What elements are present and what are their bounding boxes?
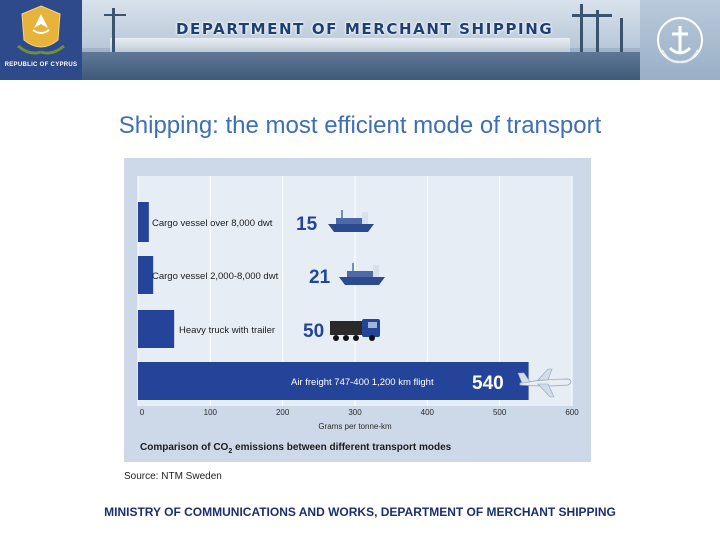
- crane-icon: [104, 14, 126, 16]
- x-tick-label: 400: [421, 408, 435, 417]
- x-axis-ticks: 0 100 200 300 400 500 600: [140, 408, 579, 417]
- source-note: Source: NTM Sweden: [124, 471, 222, 482]
- crane-icon: [572, 14, 612, 17]
- bars: [138, 202, 529, 400]
- caption-subscript: 2: [228, 448, 233, 455]
- bar-category-label: Air freight 747-400 1,200 km flight: [291, 377, 434, 388]
- bar-category-label: Heavy truck with trailer: [179, 325, 275, 336]
- bar-category-label: Cargo vessel over 8,000 dwt: [152, 218, 273, 229]
- banner-ship-photo: [110, 38, 570, 56]
- bar-value-label: 15: [296, 214, 318, 235]
- crane-icon: [112, 8, 115, 52]
- x-tick-label: 500: [493, 408, 507, 417]
- bar-value-label: 540: [472, 373, 504, 394]
- x-tick-label: 0: [140, 408, 145, 417]
- cyprus-emblem: REPUBLIC OF CYPRUS: [0, 0, 82, 80]
- x-tick-label: 600: [565, 408, 579, 417]
- bar: [138, 256, 154, 294]
- header-banner: DEPARTMENT OF MERCHANT SHIPPING REPUBLIC…: [0, 0, 720, 80]
- bar-category-label: Cargo vessel 2,000-8,000 dwt: [152, 271, 279, 282]
- truck-icon: [330, 319, 380, 341]
- bar-value-label: 50: [303, 321, 324, 342]
- airplane-icon: [517, 368, 572, 398]
- co2-emissions-chart: Cargo vessel over 8,000 dwt 15 Cargo vesse…: [137, 176, 579, 431]
- slide-title: Shipping: the most efficient mode of tra…: [118, 112, 602, 139]
- bar: [138, 202, 149, 242]
- anchor-wreath-icon: [657, 17, 703, 64]
- caption-prefix: Comparison of CO: [140, 442, 229, 453]
- x-tick-label: 100: [204, 408, 218, 417]
- cargo-ship-icon: [339, 263, 385, 285]
- chart-panel: Cargo vessel over 8,000 dwt 15 Cargo vesse…: [124, 158, 591, 462]
- bar-icons: [328, 210, 572, 398]
- cargo-ship-icon: [328, 210, 374, 232]
- emblem-label: REPUBLIC OF CYPRUS: [4, 62, 78, 68]
- crane-icon: [620, 18, 623, 54]
- banner-sea: [0, 52, 720, 80]
- merchant-shipping-emblem: [640, 0, 720, 80]
- x-axis-label: Grams per tonne-km: [318, 422, 392, 431]
- bar-value-label: 21: [309, 267, 331, 288]
- x-tick-label: 300: [348, 408, 362, 417]
- caption-suffix: emissions between different transport mo…: [232, 442, 452, 453]
- footer-ministry: MINISTRY OF COMMUNICATIONS AND WORKS, DE…: [104, 505, 616, 519]
- bar-labels: Cargo vessel over 8,000 dwt 15 Cargo vesse…: [152, 214, 504, 394]
- x-tick-label: 200: [276, 408, 290, 417]
- crane-icon: [596, 10, 599, 54]
- cyprus-coat-of-arms-icon: [17, 5, 65, 55]
- chart-caption: Comparison of CO2 emissions between diff…: [140, 442, 451, 455]
- bar: [138, 362, 529, 400]
- crane-icon: [580, 4, 583, 54]
- header-title: DEPARTMENT OF MERCHANT SHIPPING: [176, 20, 554, 38]
- bar: [138, 310, 175, 348]
